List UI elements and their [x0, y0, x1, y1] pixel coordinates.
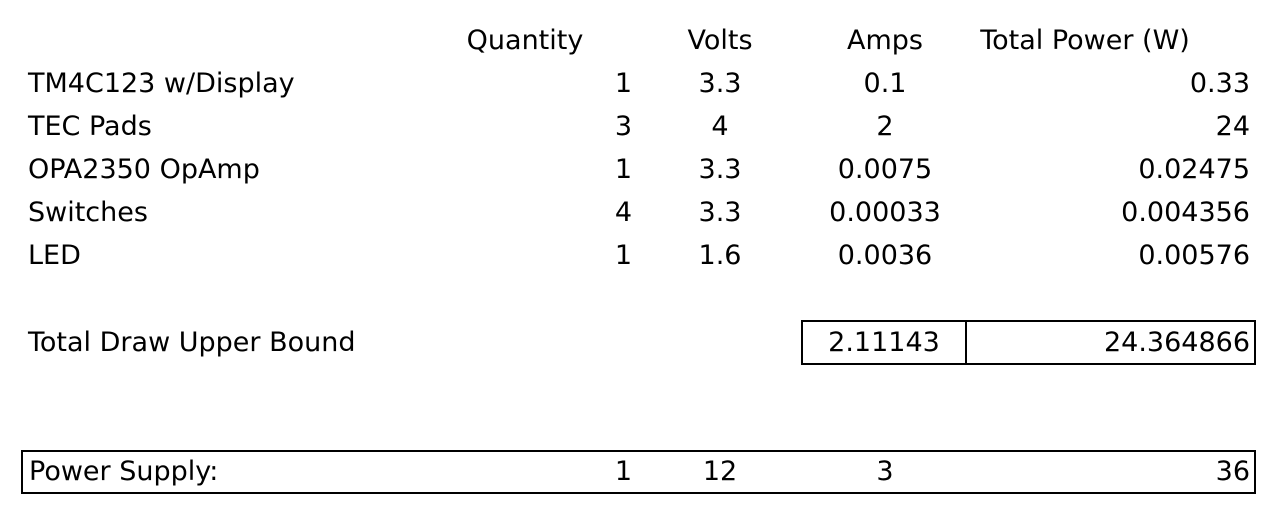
header-total-power: Total Power (W) — [980, 25, 1190, 56]
total-draw-label: Total Draw Upper Bound — [28, 327, 356, 358]
header-quantity: Quantity — [466, 25, 584, 56]
row-name: TM4C123 w/Display — [28, 68, 295, 99]
row-volts: 4 — [711, 111, 729, 142]
power-supply-label: Power Supply: — [29, 456, 219, 487]
row-amps: 2 — [876, 111, 894, 142]
row-name: TEC Pads — [28, 111, 152, 142]
power-supply-volts: 12 — [702, 456, 738, 487]
row-power: 0.33 — [1189, 68, 1250, 99]
header-volts: Volts — [687, 25, 753, 56]
total-amps-box: 2.11143 — [801, 320, 967, 365]
power-supply-amps: 3 — [876, 456, 894, 487]
total-power-value: 24.364866 — [1103, 327, 1250, 358]
row-amps: 0.0075 — [837, 154, 933, 185]
total-amps-value: 2.11143 — [828, 327, 940, 358]
row-volts: 1.6 — [698, 240, 742, 271]
row-name: Switches — [28, 197, 148, 228]
power-supply-quantity: 1 — [614, 456, 632, 487]
row-quantity: 3 — [614, 111, 632, 142]
row-quantity: 4 — [614, 197, 632, 228]
row-amps: 0.00033 — [829, 197, 941, 228]
row-quantity: 1 — [614, 68, 632, 99]
row-amps: 0.1 — [863, 68, 907, 99]
row-power: 24 — [1215, 111, 1250, 142]
row-quantity: 1 — [614, 240, 632, 271]
power-supply-power: 36 — [1215, 456, 1250, 487]
row-amps: 0.0036 — [837, 240, 933, 271]
row-power: 0.02475 — [1138, 154, 1250, 185]
row-power: 0.00576 — [1138, 240, 1250, 271]
power-supply-row: Power Supply: 1 12 3 36 — [21, 450, 1256, 494]
header-amps: Amps — [847, 25, 923, 56]
row-name: OPA2350 OpAmp — [28, 154, 260, 185]
row-volts: 3.3 — [698, 154, 742, 185]
total-power-box: 24.364866 — [965, 320, 1256, 365]
row-power: 0.004356 — [1121, 197, 1250, 228]
row-volts: 3.3 — [698, 68, 742, 99]
row-volts: 3.3 — [698, 197, 742, 228]
row-name: LED — [28, 240, 81, 271]
row-quantity: 1 — [614, 154, 632, 185]
